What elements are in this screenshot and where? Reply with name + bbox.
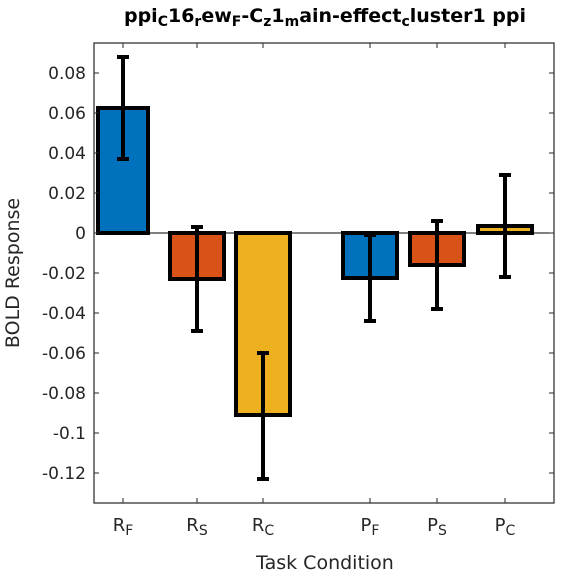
y-tick-label: 0.04 — [48, 144, 86, 164]
x-axis: RF RS RC PF PS PC — [113, 43, 516, 539]
plot-background — [94, 43, 554, 503]
error-bar — [431, 219, 443, 311]
y-tick-label: -0.02 — [42, 264, 86, 284]
title-part: 1 — [271, 5, 284, 27]
error-bar — [191, 225, 203, 333]
x-tick-label: RF — [113, 515, 134, 539]
x-tick-label: PC — [495, 515, 516, 539]
x-tick-label: RC — [252, 515, 275, 539]
title-part: 16 — [168, 5, 194, 27]
x-axis-label: Task Condition — [255, 552, 394, 573]
error-bar — [117, 55, 129, 161]
bars-group — [96, 106, 534, 417]
y-axis: 0.08 0.06 0.04 0.02 0 -0.02 -0.04 -0.06 -0.08 -0.… — [42, 64, 554, 484]
error-bar — [364, 233, 376, 323]
title-part: ew — [201, 5, 231, 27]
title-part: m — [285, 14, 300, 30]
y-axis-label: BOLD Response — [2, 198, 24, 348]
title-part: ain-effect — [299, 5, 401, 27]
y-tick-label: 0.06 — [48, 104, 86, 124]
y-tick-label: 0.02 — [48, 184, 86, 204]
title-part: c — [401, 14, 409, 30]
title-part: z — [263, 14, 271, 30]
y-tick-label: -0.08 — [42, 384, 86, 404]
x-tick-label: PF — [361, 515, 380, 539]
y-tick-label: -0.1 — [53, 424, 86, 444]
y-tick-label: -0.12 — [42, 464, 86, 484]
error-bar — [257, 351, 269, 481]
x-tick-label: PS — [427, 515, 447, 539]
y-tick-label: 0.08 — [48, 64, 86, 84]
title-part: -C — [241, 5, 263, 27]
x-tick-label: RS — [186, 515, 208, 539]
error-bar — [499, 173, 511, 279]
title-part: F — [232, 14, 242, 30]
title-part: r — [194, 14, 201, 30]
title-part: luster1 ppi — [410, 5, 526, 27]
y-tick-label: -0.04 — [42, 304, 86, 324]
chart-title: ppiC16rewF-Cz1main-effectcluster1 ppi — [124, 5, 526, 30]
y-tick-label: -0.06 — [42, 344, 86, 364]
title-part: ppi — [124, 5, 158, 27]
title-part: C — [158, 14, 168, 30]
error-bars-group — [117, 55, 511, 481]
y-tick-label: 0 — [75, 224, 86, 244]
